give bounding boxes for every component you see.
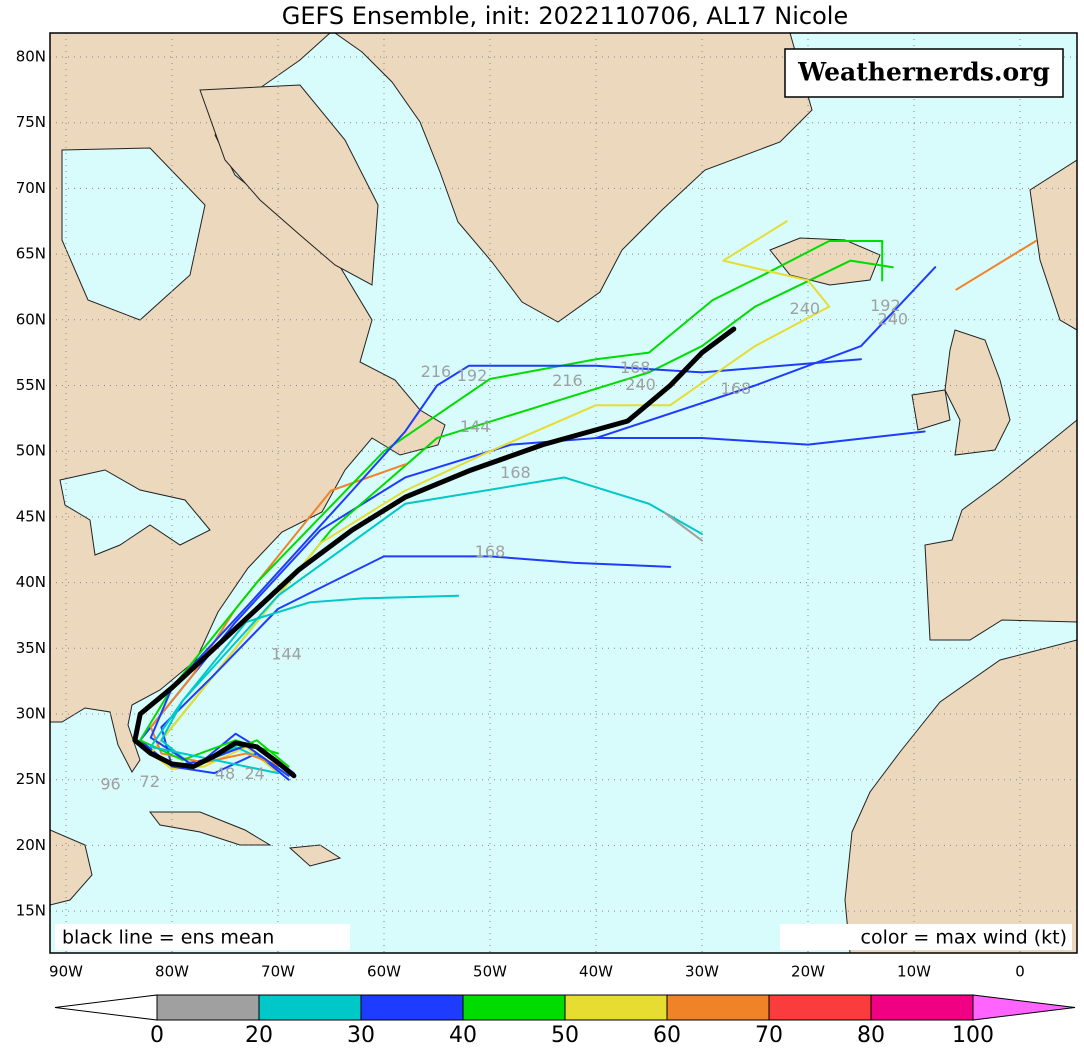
lon-tick-label: 70W xyxy=(261,963,295,981)
europe xyxy=(924,419,1077,641)
colorbar-tick-label: 80 xyxy=(857,1023,885,1048)
hour-label: 240 xyxy=(625,375,656,394)
lon-tick-label: 90W xyxy=(49,963,83,981)
member-track xyxy=(669,220,831,407)
member-track xyxy=(663,511,703,542)
lon-tick-label: 30W xyxy=(685,963,719,981)
colorbar-tick-label: 100 xyxy=(952,1023,994,1048)
lat-tick-label: 55N xyxy=(16,376,46,394)
hour-label: 144 xyxy=(271,644,302,663)
colorbar-tick-label: 30 xyxy=(347,1023,375,1048)
member-track xyxy=(139,430,926,775)
lat-tick-label: 40N xyxy=(16,573,46,591)
lat-tick-label: 20N xyxy=(16,836,46,854)
yucatan xyxy=(50,829,93,906)
lat-tick-label: 75N xyxy=(16,113,46,131)
hour-label: 96 xyxy=(100,774,120,793)
lon-tick-label: 10W xyxy=(897,963,931,981)
lon-tick-label: 20W xyxy=(791,963,825,981)
colorbar-segment xyxy=(564,994,668,1021)
lon-tick-label: 40W xyxy=(579,963,613,981)
hour-label: 24 xyxy=(245,764,265,783)
colorbar-high-arrow xyxy=(972,994,1076,1021)
track-layer xyxy=(132,220,1037,781)
lon-tick-label: 50W xyxy=(473,963,507,981)
lon-tick-label: 80W xyxy=(155,963,189,981)
hour-label: 168 xyxy=(620,358,651,377)
colorbar-segment xyxy=(768,994,872,1021)
frame xyxy=(49,32,1078,954)
greenland xyxy=(334,33,813,323)
lat-tick-label: 60N xyxy=(16,310,46,328)
watermark-box xyxy=(784,48,1064,98)
title: GEFS Ensemble, init: 2022110706, AL17 Ni… xyxy=(282,2,848,30)
hour-label: 216 xyxy=(552,371,583,390)
lat-tick-label: 50N xyxy=(16,442,46,460)
lat-tick-label: 70N xyxy=(16,179,46,197)
lat-tick-label: 30N xyxy=(16,705,46,723)
colorbar: 0 20 30 40 50 60 70 80 100 xyxy=(54,994,1076,1048)
colorbar-tick-label: 60 xyxy=(653,1023,681,1048)
lat-tick-label: 45N xyxy=(16,507,46,525)
scandinavia xyxy=(1029,159,1077,331)
colorbar-tick-label: 0 xyxy=(150,1023,164,1048)
member-track xyxy=(139,239,884,761)
hour-label: 72 xyxy=(140,772,160,791)
hudson-bay xyxy=(61,147,206,321)
colorbar-segment xyxy=(462,994,566,1021)
land-layer xyxy=(50,33,1077,953)
hour-label: 240 xyxy=(878,309,909,328)
watermark: Weathernerds.org xyxy=(797,58,1050,87)
colorbar-segment xyxy=(666,994,770,1021)
legend-right-box xyxy=(780,924,1072,950)
hour-label: 168 xyxy=(721,379,752,398)
africa xyxy=(844,639,1077,953)
member-track xyxy=(160,555,672,781)
iceland xyxy=(769,237,881,286)
baffin-island xyxy=(199,84,379,286)
hour-label: 168 xyxy=(500,463,531,482)
colorbar-tick-label: 20 xyxy=(245,1023,273,1048)
legend-left-box xyxy=(55,924,350,950)
lat-tick-label: 15N xyxy=(16,902,46,920)
mean-track xyxy=(132,326,737,779)
hispaniola xyxy=(288,844,342,867)
colorbar-segment xyxy=(258,994,362,1021)
member-track xyxy=(149,476,703,775)
hour-label: 192 xyxy=(457,366,488,385)
lat-tick-label: 25N xyxy=(16,770,46,788)
legend-left: black line = ens mean xyxy=(62,927,274,949)
colorbar-tick-label: 40 xyxy=(449,1023,477,1048)
member-track xyxy=(149,463,407,771)
colorbar-segment xyxy=(156,994,260,1021)
legend-right: color = max wind (kt) xyxy=(861,927,1067,949)
ireland xyxy=(911,389,951,431)
hour-label: 168 xyxy=(475,542,506,561)
lat-tick-label: 80N xyxy=(16,48,46,66)
lon-tick-label: 0 xyxy=(1015,963,1025,981)
colorbar-tick-label: 70 xyxy=(755,1023,783,1048)
lon-tick-label: 60W xyxy=(367,963,401,981)
hour-label: 144 xyxy=(460,417,491,436)
hour-label: 216 xyxy=(421,362,452,381)
colorbar-segment xyxy=(360,994,464,1021)
member-track xyxy=(955,239,1037,291)
lat-tick-label: 65N xyxy=(16,245,46,263)
colorbar-low-arrow xyxy=(54,994,158,1021)
member-track xyxy=(595,266,937,440)
hour-label: 192 xyxy=(870,296,901,315)
lat-tick-label: 35N xyxy=(16,639,46,657)
britain xyxy=(944,329,1011,456)
great-lakes xyxy=(59,469,211,556)
hour-label: 240 xyxy=(790,299,821,318)
hour-label: 48 xyxy=(215,764,235,783)
colorbar-segment xyxy=(870,994,974,1021)
colorbar-tick-label: 50 xyxy=(551,1023,579,1048)
